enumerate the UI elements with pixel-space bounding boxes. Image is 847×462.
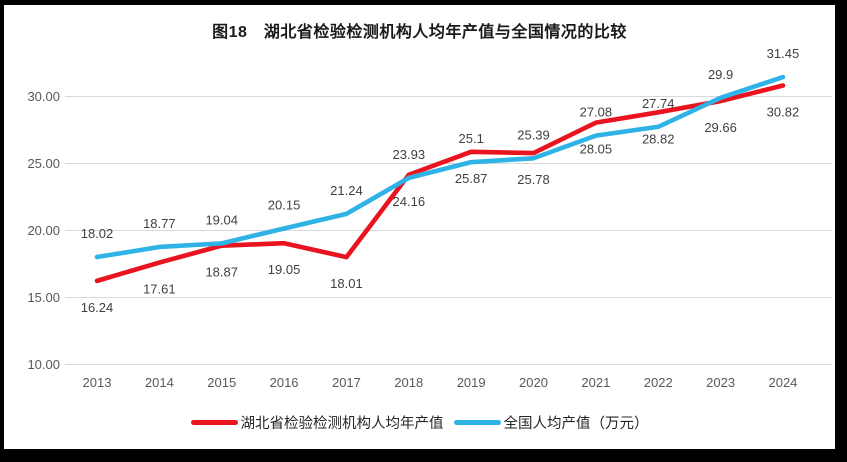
x-axis-label: 2023 [706,375,735,390]
data-label: 19.05 [268,262,301,277]
x-axis-label: 2018 [394,375,423,390]
x-axis-label: 2015 [207,375,236,390]
data-label: 23.93 [393,147,426,162]
data-label: 28.05 [580,142,613,157]
data-label: 31.45 [767,46,800,61]
data-label: 19.04 [205,212,238,227]
legend-item-hubei: 湖北省检验检测机构人均年产值 [190,412,444,433]
data-label: 16.24 [81,300,114,315]
x-axis-label: 2020 [519,375,548,390]
data-label: 25.1 [459,131,484,146]
x-axis-label: 2014 [145,375,174,390]
data-label: 25.87 [455,171,488,186]
data-label: 27.74 [642,96,675,111]
data-label: 29.9 [708,67,733,82]
data-label: 25.78 [517,172,550,187]
x-axis-label: 2024 [768,375,797,390]
x-axis-label: 2017 [332,375,361,390]
data-label: 21.24 [330,183,363,198]
data-label: 18.77 [143,216,176,231]
legend-label-national: 全国人均产值（万元） [503,415,649,432]
data-label: 28.82 [642,131,675,146]
x-axis-label: 2019 [457,375,486,390]
data-label: 20.15 [268,197,301,212]
y-axis-tick-label: 20.00 [27,223,60,238]
series-line-hubei [94,83,786,284]
data-label: 27.08 [580,105,613,120]
data-label: 25.39 [517,127,550,142]
series-line-national [94,74,786,260]
data-label: 18.01 [330,276,363,291]
x-axis-label: 2013 [83,375,112,390]
hubei-series-swatch [190,419,238,425]
chart-canvas: 30.00 25.00 20.00 15.00 10.00 2013 2014 2015 201… [27,46,832,390]
y-axis-tick-label: 10.00 [27,357,60,372]
data-label: 18.02 [81,226,114,241]
chart-title: 图18 湖北省检验检测机构人均年产值与全国情况的比较 [212,24,627,41]
data-label: 24.16 [393,194,426,209]
x-axis-label: 2016 [270,375,299,390]
y-axis-tick-label: 15.00 [27,290,60,305]
legend-label-hubei: 湖北省检验检测机构人均年产值 [240,415,444,432]
legend-item-national: 全国人均产值（万元） [453,412,649,433]
data-label: 18.87 [205,265,238,280]
y-axis-tick-label: 30.00 [27,89,60,104]
data-label: 29.66 [704,120,737,135]
x-axis-label: 2021 [581,375,610,390]
national-series-swatch [453,419,501,425]
data-label: 30.82 [767,105,800,120]
legend: 湖北省检验检测机构人均年产值 全国人均产值（万元） [4,411,835,433]
y-axis-tick-label: 25.00 [27,156,60,171]
data-label: 17.61 [143,282,176,297]
x-axis-label: 2022 [644,375,673,390]
